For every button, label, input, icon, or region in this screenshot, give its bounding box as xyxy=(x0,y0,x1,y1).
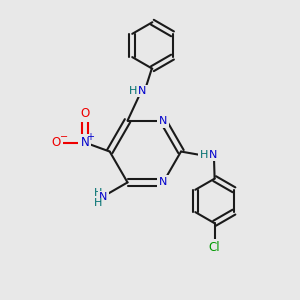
Text: N: N xyxy=(138,86,146,96)
Text: O: O xyxy=(80,107,90,120)
Text: H: H xyxy=(129,86,137,96)
Text: H: H xyxy=(93,188,102,198)
Text: N: N xyxy=(159,116,167,126)
Text: O: O xyxy=(52,136,61,149)
Text: −: − xyxy=(60,132,68,142)
Text: H: H xyxy=(93,199,102,208)
Text: N: N xyxy=(99,192,107,202)
Text: N: N xyxy=(159,177,167,188)
Text: N: N xyxy=(81,136,89,149)
Text: Cl: Cl xyxy=(209,241,220,254)
Text: H: H xyxy=(200,150,208,160)
Text: +: + xyxy=(86,132,94,142)
Text: N: N xyxy=(209,150,217,160)
